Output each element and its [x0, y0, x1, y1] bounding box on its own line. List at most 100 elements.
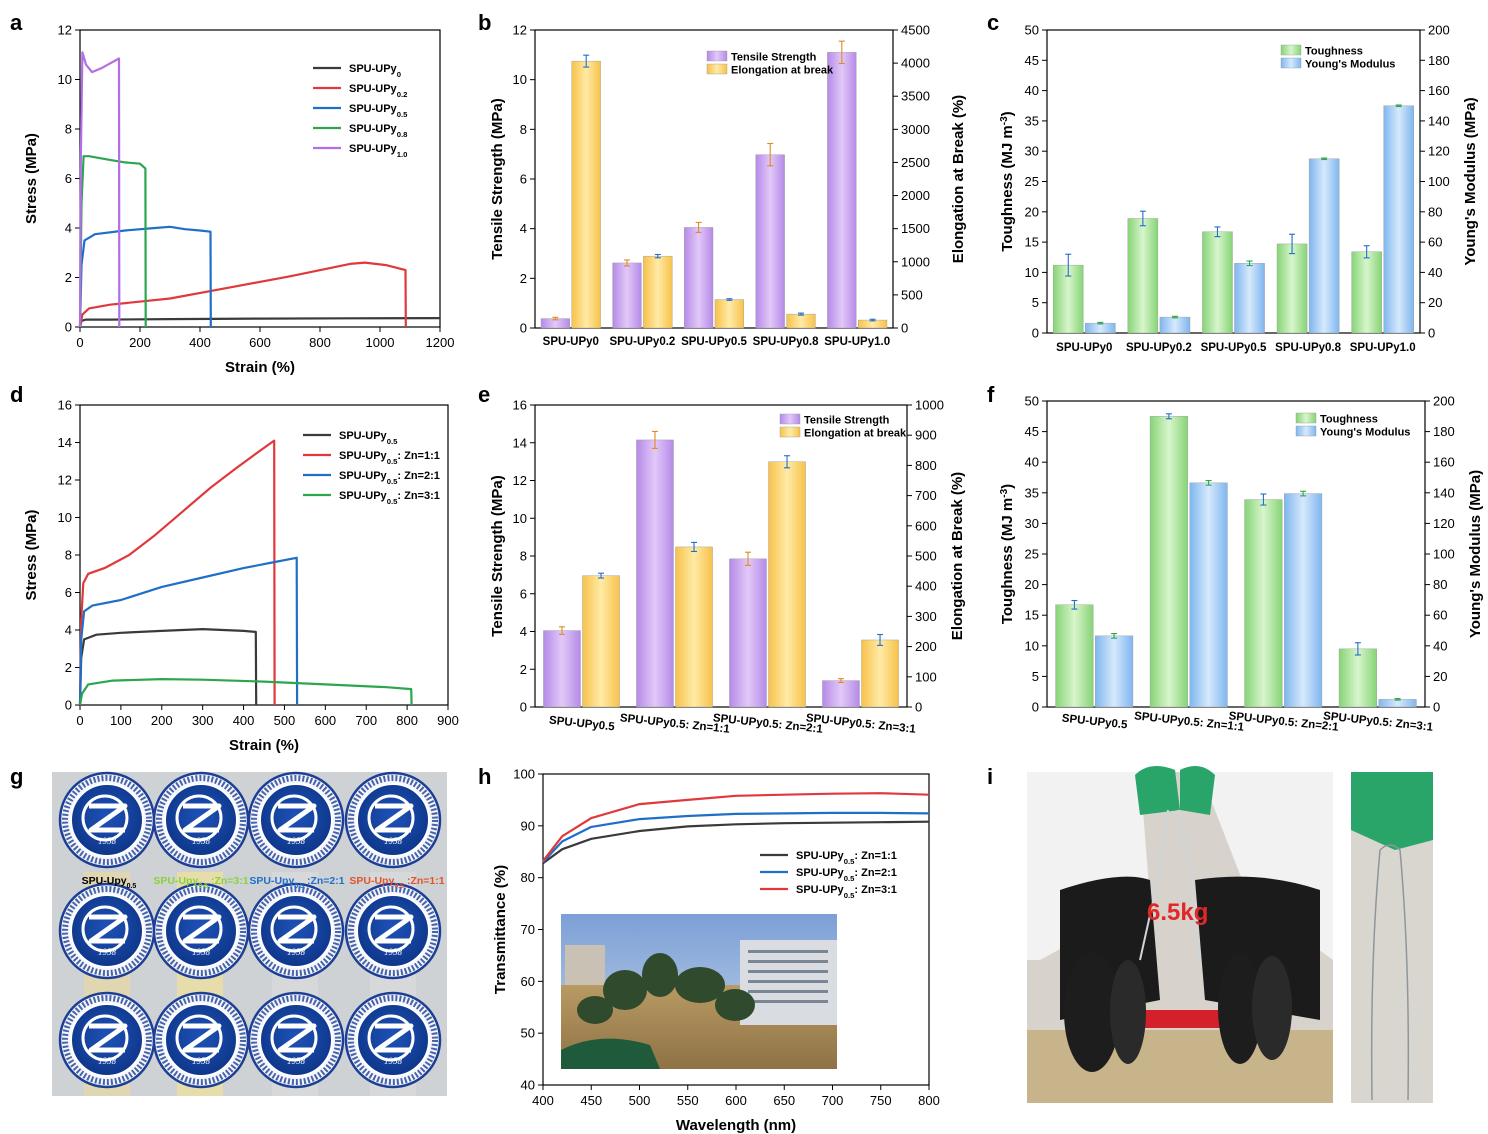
category-label: SPU-UPy0.5 — [1061, 713, 1128, 732]
badge-logo-z — [277, 803, 317, 833]
badge-ring-lettering — [251, 886, 341, 976]
legend-label: SPU-UPy0.5: Zn=3:1 — [339, 490, 440, 506]
sample-label-name: SPU-Upy — [349, 875, 394, 887]
badge-logo-z — [88, 914, 128, 944]
y2-tick-label: 80 — [1428, 204, 1442, 219]
bar — [822, 680, 860, 708]
y2-axis-label: Young's Modulus (MPa) — [1462, 97, 1479, 265]
legend-suffix: : Zn=1:1 — [397, 450, 439, 462]
y2-tick-label: 3000 — [901, 122, 930, 137]
chart-f: 0 5 10 15 20 25 30 35 40 45 50 0 20 40 60 80 100 120 140 16… — [999, 394, 1485, 734]
x-tick-label: 400 — [233, 713, 255, 728]
chart-h: 40 50 60 70 80 90 100 400 450 500 550 600 650 700 750 8… — [492, 767, 940, 1134]
y-tick-label: 15 — [1025, 235, 1039, 250]
sample-label-sub: 0.5 — [394, 883, 404, 890]
y2-tick-label: 140 — [1433, 485, 1455, 500]
y2-tick-label: 500 — [901, 287, 923, 302]
x-tick-label: 800 — [396, 713, 418, 728]
badge-logo-arc — [81, 794, 129, 842]
bar — [1055, 604, 1094, 708]
y-tick-label: 45 — [1025, 53, 1039, 68]
series-line — [542, 811, 930, 863]
y2-axis-label: Elongation at Break (%) — [949, 472, 966, 640]
badge-year: 1958 — [98, 836, 117, 846]
legend-suffix: : Zn=3:1 — [397, 490, 439, 502]
chart-e: 0 2 4 6 8 10 12 14 16 0 100 200 300 400 500 600 700 800 90… — [489, 398, 966, 736]
y2-tick-label: 600 — [915, 518, 937, 533]
badge-year: 1958 — [287, 836, 306, 846]
legend-sub: 0 — [397, 70, 401, 79]
legend-suffix: : Zn=2:1 — [397, 470, 439, 482]
badge-logo-z — [374, 803, 414, 833]
y2-tick-label: 20 — [1433, 669, 1447, 684]
panel-letter-a: a — [10, 10, 23, 35]
y-tick-label: 0 — [520, 700, 527, 715]
series-line — [78, 51, 121, 328]
sample-label: SPU-Upy0.5 :Zn=1:1 — [349, 875, 444, 890]
badge: 1958 — [58, 991, 156, 1089]
series-line — [78, 155, 147, 328]
x-tick-label: 750 — [870, 1093, 892, 1108]
badge-logo-z — [88, 1023, 128, 1053]
y2-tick-label: 40 — [1428, 265, 1442, 280]
y2-tick-label: 0 — [901, 321, 908, 336]
legend-name: SPU-UPy — [339, 490, 388, 502]
y-axis-label: Toughness (MJ m-3) — [999, 111, 1017, 251]
x-tick-label: 650 — [773, 1093, 795, 1108]
badge-logo-z — [182, 803, 222, 833]
badge-logo-arc — [175, 1014, 223, 1062]
y-axis-label-base: Toughness (MJ m — [999, 498, 1016, 624]
y-tick-label: 12 — [58, 473, 72, 488]
badge-logo-z — [277, 1023, 317, 1053]
category-label: SPU-UPy0.5 — [681, 336, 747, 348]
legend-suffix: : Zn=1:1 — [854, 850, 896, 862]
weight-plate-right-2 — [1252, 956, 1292, 1060]
film-strip — [1139, 809, 1201, 961]
badge-grid: 1958 1958 1958 1958 1958 1958 1958 1958 1958 1958… — [58, 771, 442, 1089]
legend-sub: 0.5 — [387, 457, 398, 466]
photo-dumbbell: 6.5kg — [1027, 766, 1333, 1103]
sample-label-sub: 0.5 — [127, 883, 137, 890]
legend-name: SPU-UPy — [796, 850, 845, 862]
sample-label: SPU-Upy0.5 :Zn=2:1 — [249, 875, 344, 890]
badge-logo-arc — [367, 1014, 415, 1062]
legend-sub: 0.8 — [397, 130, 408, 139]
axes-frame-d — [79, 404, 449, 706]
y-axis-label-sup: -3 — [999, 488, 1010, 497]
badge-logo-z — [374, 1023, 414, 1053]
category-label: SPU-UPy0 — [1056, 342, 1112, 354]
x-tick-label: 400 — [532, 1093, 554, 1108]
bar — [1244, 499, 1283, 708]
legend-swatch — [1295, 412, 1317, 424]
badge-year: 1958 — [192, 1056, 211, 1066]
bar — [1095, 635, 1134, 708]
y-tick-label: 20 — [1025, 577, 1039, 592]
x-tick-label: 450 — [580, 1093, 602, 1108]
legend-name: SPU-UPy — [796, 867, 845, 879]
y2-tick-label: 0 — [1428, 326, 1435, 341]
y2-tick-label: 400 — [915, 579, 937, 594]
panel-letter-f: f — [987, 382, 995, 407]
badge-ring-lettering — [62, 886, 152, 976]
y-tick-label: 14 — [58, 435, 72, 450]
x-tick-label: 200 — [129, 335, 151, 350]
legend-label: Young's Modulus — [1305, 59, 1395, 71]
sample-label-sub: 0.5 — [198, 883, 208, 890]
badge-logo-z — [88, 803, 128, 833]
legend-sub: 0.2 — [397, 90, 408, 99]
bar — [571, 60, 601, 329]
x-tick-label: 1200 — [426, 335, 455, 350]
sample-label-suffix: :Zn=2:1 — [304, 875, 345, 887]
badge-ring-lettering — [62, 995, 152, 1085]
badge-logo-arc — [367, 905, 415, 953]
bar — [1308, 158, 1340, 334]
badge: 1958 — [247, 882, 345, 980]
badge-ring-lettering — [156, 886, 246, 976]
y-tick-label: 12 — [513, 23, 527, 38]
x-tick-label: 400 — [189, 335, 211, 350]
y-tick-label: 50 — [1025, 23, 1039, 38]
glove-right — [1180, 766, 1215, 815]
y-axis-label-base: Toughness (MJ m — [999, 125, 1016, 251]
inset-photo-campus — [561, 914, 837, 1069]
